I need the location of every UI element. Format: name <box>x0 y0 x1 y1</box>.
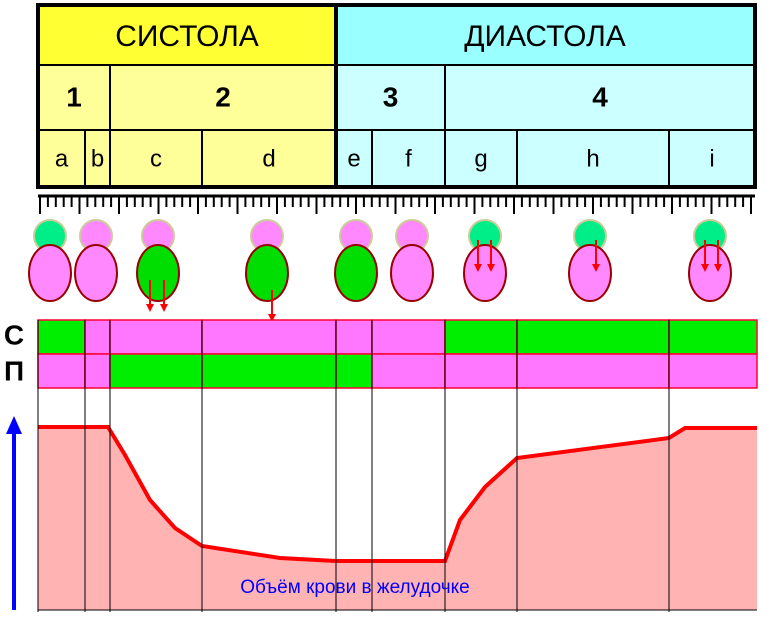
bar-cell <box>444 319 518 355</box>
bar-cell <box>335 353 373 389</box>
flow-arrowhead <box>487 264 495 272</box>
valve-bars: СП <box>4 319 758 389</box>
bar-cell <box>516 353 670 389</box>
bar-cell <box>444 353 518 389</box>
ventricle <box>568 244 612 302</box>
ventricle <box>74 244 118 302</box>
bar-cell <box>109 319 203 355</box>
subphase-label: f <box>405 145 412 172</box>
heart-icons <box>28 219 732 322</box>
volume-axis <box>6 416 22 610</box>
phase-label: 4 <box>592 81 608 112</box>
flow-arrowhead <box>474 264 482 272</box>
ruler <box>38 194 755 214</box>
bar-cell <box>37 319 86 355</box>
subphase-label: e <box>347 145 360 172</box>
flow-arrowhead <box>592 264 600 272</box>
flow-arrowhead <box>714 264 722 272</box>
bar-cell <box>371 353 446 389</box>
subphase-label: b <box>91 145 104 172</box>
diastole-header <box>336 5 755 65</box>
ventricle <box>688 244 732 302</box>
subphase-label: d <box>262 145 275 172</box>
bar-cell <box>335 319 373 355</box>
bar-cell <box>37 353 86 389</box>
diastole-title: ДИАСТОЛА <box>464 20 626 53</box>
bar-cell <box>201 319 337 355</box>
phase-labels: 1 2 3 4 a b c d e f g h i <box>55 81 715 172</box>
ventricle <box>245 244 289 302</box>
phase-label: 3 <box>383 81 399 112</box>
row-label: С <box>4 319 24 350</box>
volume-area <box>38 427 757 610</box>
phase-table: СИСТОЛА ДИАСТОЛА <box>36 3 757 189</box>
phase-label: 2 <box>215 81 231 112</box>
flow-arrowhead <box>146 304 154 312</box>
bar-cell <box>84 353 111 389</box>
systole-title: СИСТОЛА <box>115 20 259 53</box>
ventricle <box>334 244 378 302</box>
bar-cell <box>516 319 670 355</box>
flow-arrowhead <box>701 264 709 272</box>
bar-cell <box>668 319 758 355</box>
flow-arrowhead <box>160 304 168 312</box>
flow-arrowhead <box>268 314 276 322</box>
systole-header <box>38 5 336 65</box>
row-label: П <box>4 355 24 386</box>
bar-cell <box>371 319 446 355</box>
ventricle <box>390 244 434 302</box>
bar-cell <box>668 353 758 389</box>
subphase-label: g <box>474 145 487 172</box>
subphase-label: i <box>709 145 714 172</box>
subphase-label: h <box>586 145 599 172</box>
volume-label: Объём крови в желудочке <box>240 577 469 598</box>
bar-cell <box>84 319 111 355</box>
phase-label: 1 <box>66 81 82 112</box>
subphase-label: a <box>55 145 69 172</box>
table-lines <box>36 3 757 189</box>
ventricle <box>28 244 72 302</box>
bar-cell <box>201 353 337 389</box>
phase-dividers <box>37 320 757 612</box>
ventricle <box>136 244 180 302</box>
ventricle <box>463 244 507 302</box>
bar-cell <box>109 353 203 389</box>
subphase-label: c <box>150 145 162 172</box>
